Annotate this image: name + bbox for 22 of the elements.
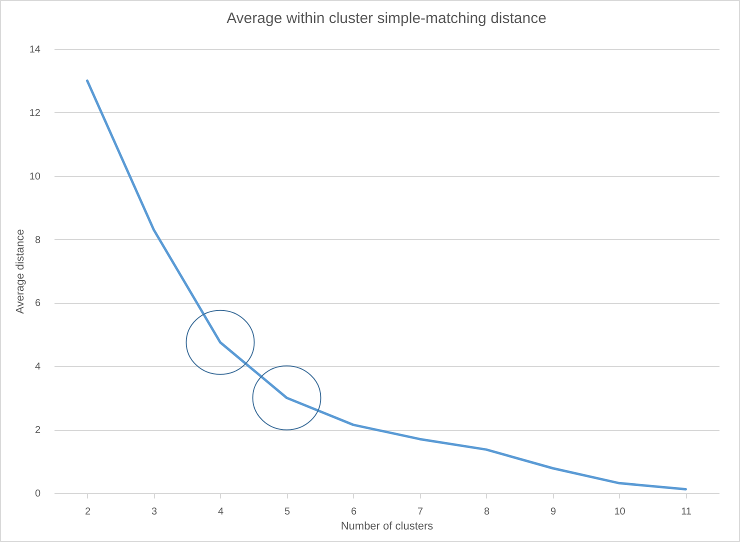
x-tick-label: 10 (614, 506, 626, 518)
x-tick-label: 2 (84, 506, 91, 518)
line-series (86, 79, 687, 490)
y-tick-label: 0 (34, 488, 41, 500)
x-tick-label: 8 (484, 506, 490, 518)
chart-title: Average within cluster simple-matching distance (226, 10, 546, 27)
x-tick-label: 7 (417, 506, 424, 518)
y-tick-label: 8 (34, 234, 41, 246)
y-tick-label: 6 (34, 298, 41, 310)
x-tick-label: 9 (550, 506, 556, 518)
x-tick-label: 3 (151, 506, 158, 518)
y-tick-label: 14 (29, 44, 41, 56)
x-tick-label: 11 (681, 506, 692, 518)
y-tick-label: 2 (34, 425, 41, 436)
x-tick-label: 6 (350, 506, 357, 518)
y-tick-label: 10 (29, 171, 41, 182)
y-tick-label: 12 (29, 108, 41, 119)
x-tick-label: 5 (284, 506, 290, 518)
x-tick-label: 4 (218, 506, 224, 518)
x-axis-title: Number of clusters (340, 520, 434, 532)
y-axis-title: Average distance (14, 229, 26, 314)
y-tick-label: 4 (34, 362, 41, 373)
